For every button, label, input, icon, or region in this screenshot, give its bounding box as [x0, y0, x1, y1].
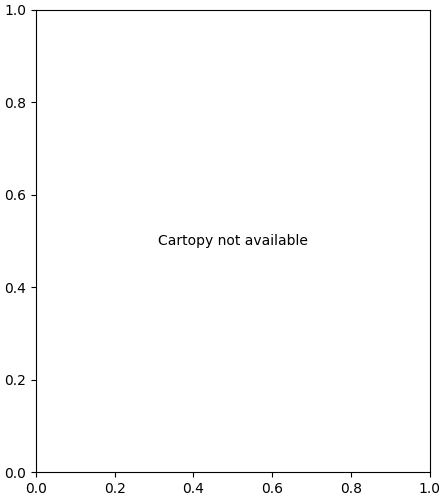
Text: Cartopy not available: Cartopy not available — [158, 234, 308, 248]
